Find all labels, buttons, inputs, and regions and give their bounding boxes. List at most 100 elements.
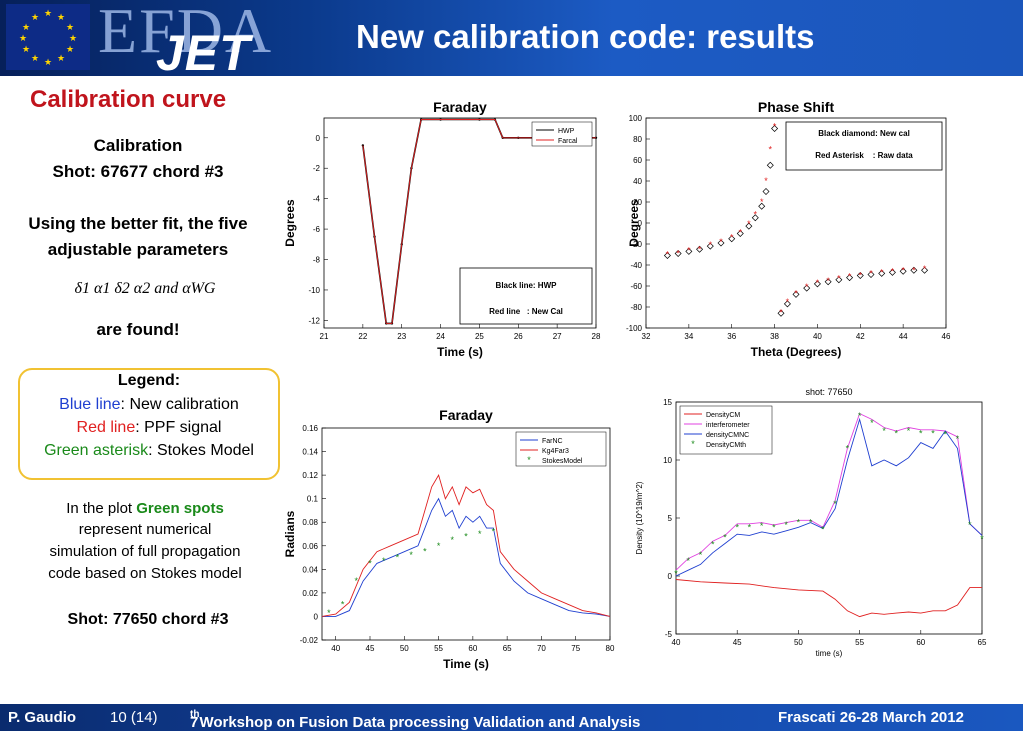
data-point bbox=[846, 274, 854, 282]
svg-text:★: ★ bbox=[22, 22, 30, 32]
x-tick-label: 50 bbox=[794, 638, 803, 647]
legend-green-value: : Stokes Model bbox=[148, 442, 254, 459]
data-point: * bbox=[748, 522, 752, 532]
x-tick-label: 55 bbox=[434, 644, 443, 653]
footer-workshop-sup: th bbox=[190, 709, 200, 720]
data-point: * bbox=[772, 522, 776, 532]
footer-workshop-num: 7 bbox=[190, 714, 199, 731]
x-tick-label: 80 bbox=[606, 644, 615, 653]
x-tick-label: 36 bbox=[727, 332, 736, 341]
x-tick-label: 46 bbox=[942, 332, 951, 341]
legend-label: DensityCM bbox=[706, 412, 740, 419]
y-tick-label: -2 bbox=[313, 164, 321, 173]
data-point: * bbox=[846, 443, 850, 453]
data-point: * bbox=[686, 556, 690, 566]
data-point: * bbox=[437, 541, 441, 551]
data-point: * bbox=[901, 265, 905, 275]
data-point bbox=[745, 222, 753, 230]
x-tick-label: 55 bbox=[855, 638, 864, 647]
data-point bbox=[762, 188, 770, 195]
data-point: * bbox=[809, 518, 813, 528]
data-point: * bbox=[859, 271, 863, 281]
x-tick-label: 22 bbox=[358, 332, 367, 341]
y-axis-label: Density (10^19/m^2) bbox=[635, 481, 644, 554]
x-tick-label: 70 bbox=[537, 644, 546, 653]
data-point: * bbox=[698, 244, 702, 254]
y-tick-label: -5 bbox=[665, 630, 673, 639]
data-point: * bbox=[327, 608, 331, 618]
chart-title: Phase Shift bbox=[758, 99, 835, 115]
footer-page: 10 (14) bbox=[110, 709, 158, 726]
x-tick-label: 75 bbox=[571, 644, 580, 653]
data-point: * bbox=[709, 240, 713, 250]
data-point: * bbox=[760, 521, 764, 531]
data-point: * bbox=[355, 576, 359, 586]
data-point: * bbox=[754, 210, 758, 220]
series-line-interferometer bbox=[675, 412, 983, 571]
faraday-top-chart: Faraday 21 22 23 24 25 26 27 28 0 -2 -4 -6 -8 -10 -12 Ti… bbox=[283, 99, 601, 359]
x-tick-label: 40 bbox=[813, 332, 822, 341]
y-tick-label: -100 bbox=[626, 324, 643, 333]
data-point bbox=[813, 280, 821, 288]
x-tick-label: 44 bbox=[899, 332, 908, 341]
y-tick-label: 0 bbox=[668, 572, 673, 581]
data-point: * bbox=[784, 520, 788, 530]
legend-marker: * bbox=[691, 439, 695, 449]
data-point bbox=[663, 252, 671, 260]
data-point: * bbox=[699, 550, 703, 560]
x-tick-label: 40 bbox=[331, 644, 340, 653]
data-point bbox=[792, 290, 800, 298]
data-point: * bbox=[730, 233, 734, 243]
data-point bbox=[899, 267, 907, 275]
svg-text:★: ★ bbox=[66, 44, 74, 54]
chart-title: Faraday bbox=[439, 407, 493, 423]
data-point: * bbox=[805, 282, 809, 292]
x-axis-label: time (s) bbox=[816, 649, 843, 658]
x-tick-label: 45 bbox=[366, 644, 375, 653]
legend-green-key: Green asterisk bbox=[44, 442, 149, 459]
legend-label: interferometer bbox=[706, 422, 750, 429]
annotation-line: Red line : New Cal bbox=[489, 307, 563, 316]
svg-text:★: ★ bbox=[19, 33, 27, 43]
data-point: * bbox=[870, 418, 874, 428]
slide-title: New calibration code: results bbox=[356, 18, 815, 55]
footer-place-date: Frascati 26-28 March 2012 bbox=[778, 709, 964, 726]
data-point: * bbox=[797, 518, 801, 528]
legend-red-value: : PPF signal bbox=[135, 419, 222, 436]
data-point bbox=[771, 125, 779, 132]
data-point: * bbox=[956, 434, 960, 444]
svg-text:★: ★ bbox=[57, 53, 65, 63]
data-point: * bbox=[891, 266, 895, 276]
data-point: * bbox=[895, 428, 899, 438]
data-point: * bbox=[907, 426, 911, 436]
series-line-kg4far3 bbox=[321, 473, 611, 617]
data-point bbox=[910, 266, 918, 274]
y-tick-label: -10 bbox=[308, 286, 320, 295]
chart-title: Faraday bbox=[433, 99, 487, 115]
legend-blue-row: Blue line: New calibration bbox=[18, 396, 280, 414]
x-tick-label: 60 bbox=[916, 638, 925, 647]
data-point: * bbox=[464, 531, 468, 541]
jet-logo: JET bbox=[156, 25, 251, 81]
faraday-bottom-chart: Faraday 40 45 50 55 60 65 70 75 80 0.16 0.14 0.12 0.1… bbox=[283, 407, 615, 671]
data-point: * bbox=[423, 547, 427, 557]
data-point bbox=[921, 266, 929, 274]
legend-label: StokesModel bbox=[542, 458, 583, 465]
y-tick-label: -4 bbox=[313, 195, 321, 204]
data-point: * bbox=[747, 219, 751, 229]
legend-blue-value: : New calibration bbox=[120, 396, 239, 413]
legend-green-row: Green asterisk: Stokes Model bbox=[18, 442, 280, 460]
data-point: * bbox=[880, 267, 884, 277]
series-line-densitycmnc bbox=[675, 417, 983, 577]
data-point: * bbox=[676, 248, 680, 258]
data-point: * bbox=[735, 522, 739, 532]
better-fit-line2: adjustable parameters bbox=[47, 240, 229, 259]
data-point bbox=[803, 284, 811, 292]
data-point: * bbox=[666, 250, 670, 260]
data-point: * bbox=[773, 121, 777, 131]
y-tick-label: -0.02 bbox=[300, 636, 319, 645]
phase-shift-chart: Phase Shift 32 34 36 38 40 42 44 46 100 80 60 40 20 0 -… bbox=[626, 99, 951, 359]
shot2-label: Shot: 77650 chord #3 bbox=[67, 611, 229, 628]
y-tick-label: -80 bbox=[630, 303, 642, 312]
